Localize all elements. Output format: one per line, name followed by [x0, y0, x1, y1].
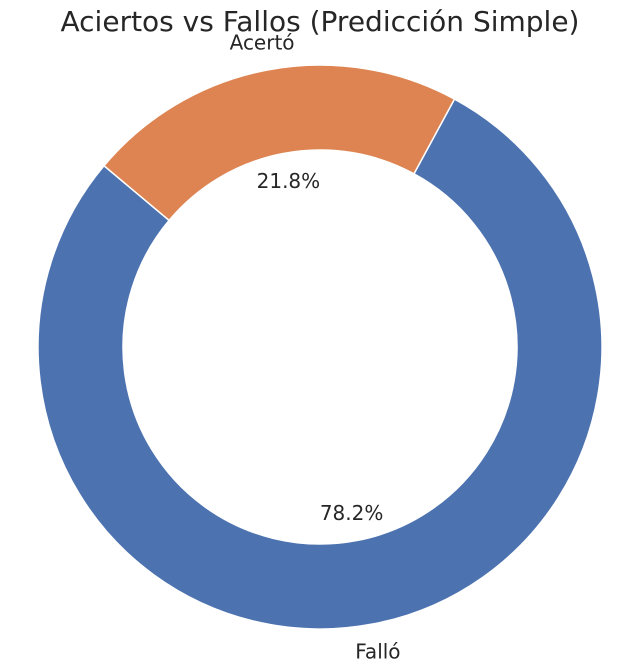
slice-label-fallo: Falló: [355, 640, 400, 664]
slice-fallo: [37, 98, 603, 630]
slice-label-acerto: Acertó: [230, 30, 295, 54]
pct-label-acerto: 21.8%: [257, 169, 321, 193]
slice-acerto: [102, 64, 456, 222]
labels-group: Falló 78.2% Acertó 21.8%: [230, 30, 401, 663]
slices-group: [37, 64, 603, 630]
chart-title: Aciertos vs Fallos (Predicción Simple): [61, 5, 580, 38]
pct-label-fallo: 78.2%: [320, 501, 384, 525]
